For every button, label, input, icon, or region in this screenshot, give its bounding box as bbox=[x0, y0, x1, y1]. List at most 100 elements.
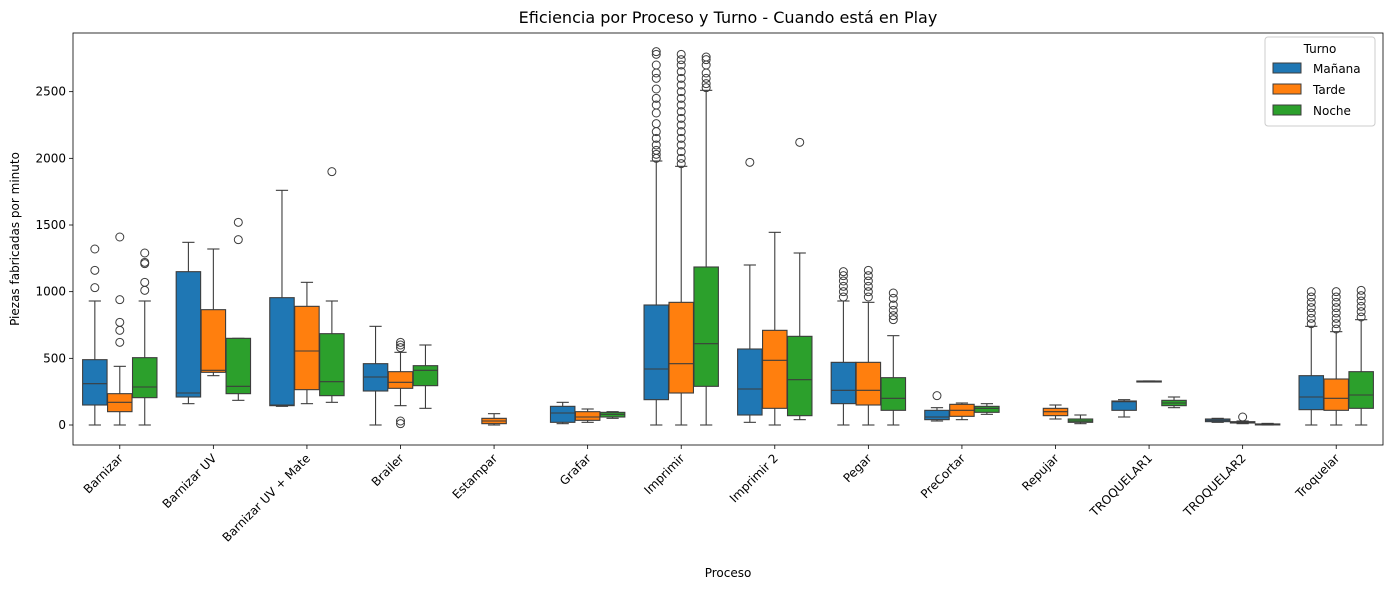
outlier-point bbox=[115, 295, 125, 305]
legend-title: Turno bbox=[1303, 42, 1337, 56]
outlier-point bbox=[651, 49, 661, 59]
outlier-point bbox=[651, 140, 661, 150]
x-tick-label: Brailer bbox=[369, 451, 407, 489]
outlier-point bbox=[888, 311, 898, 321]
box-Tarde-Imprimir 2 bbox=[762, 231, 788, 426]
box-Noche-Imprimir bbox=[693, 52, 719, 426]
box-Mañana-Barnizar bbox=[82, 244, 108, 426]
box-Tarde-Barnizar UV + Mate bbox=[294, 281, 320, 405]
box-body bbox=[200, 309, 227, 373]
outlier-point bbox=[396, 419, 405, 429]
outlier-point bbox=[838, 267, 848, 277]
outlier-point bbox=[651, 100, 661, 110]
outlier-point bbox=[1331, 292, 1341, 302]
outlier-point bbox=[676, 107, 686, 117]
box-body bbox=[225, 337, 252, 395]
legend-swatch-Noche bbox=[1272, 104, 1302, 116]
plot-frame bbox=[72, 32, 1384, 446]
box-body bbox=[1111, 400, 1137, 411]
box-Mañana-Troquelar bbox=[1298, 287, 1325, 426]
outlier-point bbox=[1306, 319, 1316, 329]
outlier-point bbox=[1306, 287, 1316, 297]
outlier-point bbox=[396, 340, 405, 350]
box-body bbox=[549, 405, 576, 423]
x-tick-label: PreCortar bbox=[918, 451, 968, 501]
outlier-point bbox=[1331, 308, 1341, 318]
box-body bbox=[786, 335, 813, 417]
box-Noche-Barnizar UV bbox=[225, 217, 252, 401]
outlier-point bbox=[863, 281, 873, 291]
outlier-point bbox=[651, 133, 661, 143]
outlier-point bbox=[863, 292, 873, 302]
x-axis-label: Proceso bbox=[705, 566, 752, 580]
box-Mañana-Barnizar UV + Mate bbox=[269, 189, 295, 407]
outlier-point bbox=[140, 285, 150, 295]
outlier-point bbox=[676, 120, 686, 130]
box-Tarde-Imprimir bbox=[668, 49, 694, 426]
box-Noche-Brailer bbox=[412, 344, 439, 409]
box-Tarde-Estampar bbox=[481, 413, 507, 426]
outlier-point bbox=[651, 84, 661, 94]
outlier-point bbox=[651, 119, 661, 129]
outlier-point bbox=[396, 337, 405, 347]
outlier-point bbox=[1331, 324, 1341, 334]
outlier-point bbox=[701, 79, 711, 89]
outlier-point bbox=[838, 281, 848, 291]
outlier-point bbox=[888, 300, 898, 310]
outlier-point bbox=[1331, 297, 1341, 307]
outlier-point bbox=[1331, 313, 1341, 323]
outlier-point bbox=[1331, 319, 1341, 329]
legend-swatch-Tarde bbox=[1272, 83, 1302, 95]
legend-swatch-Mañana bbox=[1272, 62, 1302, 74]
outlier-point bbox=[1306, 297, 1316, 307]
outlier-point bbox=[90, 283, 100, 293]
outlier-point bbox=[888, 293, 898, 303]
outlier-point bbox=[115, 317, 125, 327]
outlier-point bbox=[863, 265, 873, 275]
outlier-point bbox=[863, 276, 873, 286]
outlier-point bbox=[651, 60, 661, 70]
outlier-point bbox=[932, 391, 942, 401]
box-Noche-Imprimir 2 bbox=[786, 137, 813, 421]
outlier-point bbox=[676, 127, 686, 137]
box-Noche-TROQUELAR2 bbox=[1254, 422, 1281, 426]
outlier-point bbox=[1306, 308, 1316, 318]
legend-label-Mañana: Mañana bbox=[1313, 62, 1361, 76]
box-body bbox=[1323, 378, 1349, 411]
x-tick-label: Pegar bbox=[840, 451, 874, 485]
x-tick-label: Imprimir bbox=[641, 451, 687, 497]
box-Tarde-PreCortar bbox=[949, 402, 975, 421]
box-Tarde-Pegar bbox=[855, 265, 882, 426]
box-body bbox=[412, 365, 439, 387]
x-tick-label: Imprimir 2 bbox=[727, 451, 781, 505]
box-body bbox=[762, 329, 788, 409]
box-body bbox=[924, 409, 950, 421]
outlier-point bbox=[1306, 303, 1316, 313]
x-tick-label: Barnizar bbox=[81, 451, 126, 496]
outlier-point bbox=[838, 271, 848, 281]
outlier-point bbox=[676, 140, 686, 150]
y-tick-label: 500 bbox=[43, 351, 66, 365]
outlier-point bbox=[701, 55, 711, 65]
box-Mañana-TROQUELAR2 bbox=[1204, 417, 1231, 423]
box-body bbox=[1348, 371, 1374, 409]
box-Mañana-Brailer bbox=[362, 325, 389, 426]
outlier-point bbox=[651, 47, 661, 57]
y-tick-label: 0 bbox=[58, 418, 66, 432]
outlier-point bbox=[1356, 301, 1366, 311]
outlier-point bbox=[1331, 287, 1341, 297]
outlier-point bbox=[676, 67, 686, 77]
outlier-point bbox=[676, 93, 686, 103]
outlier-point bbox=[676, 159, 686, 169]
box-body bbox=[387, 371, 414, 389]
outlier-point bbox=[115, 232, 125, 242]
box-Tarde-Troquelar bbox=[1323, 287, 1349, 426]
box-Noche-TROQUELAR1 bbox=[1161, 396, 1187, 409]
y-tick-label: 1500 bbox=[35, 218, 66, 232]
outlier-point bbox=[676, 133, 686, 143]
y-axis-label: Piezas fabricadas por minuto bbox=[8, 152, 22, 326]
outlier-point bbox=[233, 217, 243, 227]
outlier-point bbox=[1356, 291, 1366, 301]
outlier-point bbox=[651, 93, 661, 103]
legend: Turno Mañana Tarde Noche bbox=[1264, 36, 1376, 127]
